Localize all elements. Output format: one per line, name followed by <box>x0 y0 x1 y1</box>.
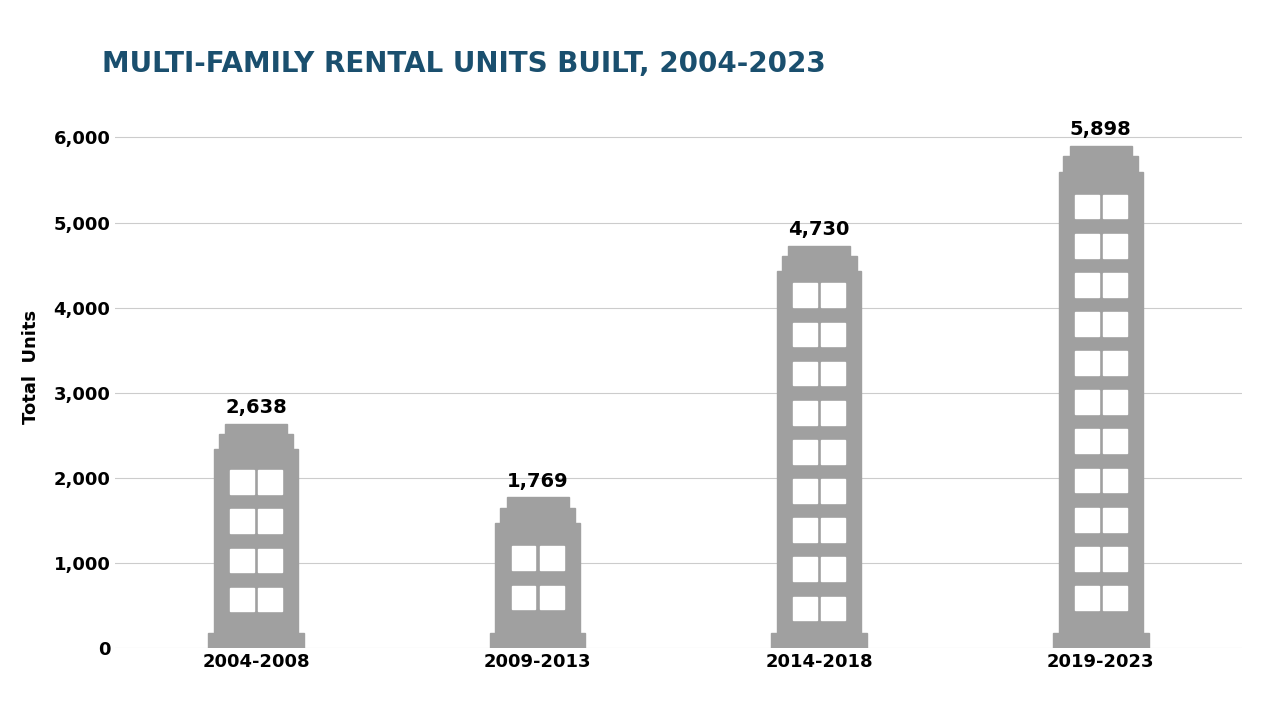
Bar <box>259 549 282 572</box>
Bar <box>822 440 845 464</box>
Text: 4,730: 4,730 <box>788 220 850 239</box>
Bar <box>1103 312 1126 336</box>
Text: 2,638: 2,638 <box>225 397 287 417</box>
Bar <box>1075 508 1098 531</box>
Bar <box>1075 351 1098 375</box>
Bar <box>794 361 817 385</box>
Bar <box>822 284 845 307</box>
Bar <box>794 557 817 581</box>
Bar <box>225 423 287 433</box>
Bar <box>794 440 817 464</box>
Bar <box>214 449 298 633</box>
Y-axis label: Total  Units: Total Units <box>22 310 40 424</box>
Bar <box>794 596 817 621</box>
Bar <box>822 361 845 385</box>
Bar <box>209 633 303 648</box>
Bar <box>495 523 580 633</box>
Bar <box>1059 171 1143 633</box>
Bar <box>1103 586 1126 610</box>
Bar <box>540 585 563 609</box>
Bar <box>777 271 861 633</box>
Bar <box>1075 586 1098 610</box>
Bar <box>1075 194 1098 218</box>
Bar <box>512 585 535 609</box>
Bar <box>259 470 282 494</box>
Bar <box>259 588 282 611</box>
Bar <box>794 518 817 542</box>
Bar <box>1103 351 1126 375</box>
Bar <box>1103 469 1126 492</box>
Bar <box>1053 633 1148 648</box>
Bar <box>782 256 856 271</box>
Bar <box>1103 234 1126 258</box>
Bar <box>822 596 845 621</box>
Bar <box>1064 156 1138 171</box>
Bar <box>1103 390 1126 414</box>
Bar <box>507 498 568 508</box>
Bar <box>230 509 253 534</box>
Bar <box>230 470 253 494</box>
Bar <box>822 557 845 581</box>
Bar <box>1075 546 1098 571</box>
Bar <box>219 433 293 449</box>
Bar <box>822 323 845 346</box>
Bar <box>794 284 817 307</box>
Bar <box>512 546 535 570</box>
Bar <box>1075 469 1098 492</box>
Bar <box>1070 146 1132 156</box>
Bar <box>1103 194 1126 218</box>
Bar <box>1103 508 1126 531</box>
Bar <box>1075 234 1098 258</box>
Bar <box>822 401 845 425</box>
Bar <box>259 509 282 534</box>
Bar <box>794 401 817 425</box>
Bar <box>822 479 845 503</box>
Bar <box>1075 390 1098 414</box>
Bar <box>822 518 845 542</box>
Bar <box>1103 273 1126 297</box>
Bar <box>794 323 817 346</box>
Bar <box>230 549 253 572</box>
Bar <box>1075 429 1098 453</box>
Bar <box>500 508 575 523</box>
Text: 5,898: 5,898 <box>1070 120 1132 140</box>
Text: 1,769: 1,769 <box>507 472 568 490</box>
Text: MULTI-FAMILY RENTAL UNITS BUILT, 2004-2023: MULTI-FAMILY RENTAL UNITS BUILT, 2004-20… <box>102 50 826 78</box>
Bar <box>794 479 817 503</box>
Bar <box>230 588 253 611</box>
Bar <box>1075 312 1098 336</box>
Bar <box>1103 546 1126 571</box>
Bar <box>788 246 850 256</box>
Bar <box>772 633 867 648</box>
Bar <box>1103 429 1126 453</box>
Bar <box>540 546 563 570</box>
Bar <box>490 633 585 648</box>
Bar <box>1075 273 1098 297</box>
